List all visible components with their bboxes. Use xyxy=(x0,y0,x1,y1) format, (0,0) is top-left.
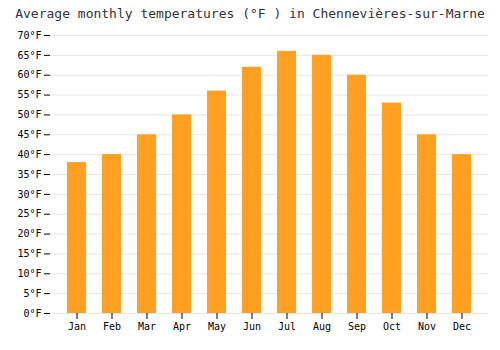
svg-text:25°F: 25°F xyxy=(17,208,41,219)
svg-text:50°F: 50°F xyxy=(17,109,41,120)
svg-text:Jan: Jan xyxy=(68,321,86,332)
svg-text:Feb: Feb xyxy=(103,321,121,332)
svg-text:Nov: Nov xyxy=(418,321,436,332)
svg-text:55°F: 55°F xyxy=(17,89,41,100)
svg-text:Jul: Jul xyxy=(278,321,296,332)
svg-text:10°F: 10°F xyxy=(17,268,41,279)
svg-text:Dec: Dec xyxy=(453,321,471,332)
svg-text:70°F: 70°F xyxy=(17,30,41,41)
svg-text:Oct: Oct xyxy=(383,321,401,332)
svg-text:May: May xyxy=(208,321,226,332)
svg-text:40°F: 40°F xyxy=(17,149,41,160)
svg-text:60°F: 60°F xyxy=(17,69,41,80)
html-text:Average monthly temperatures (: Average monthly temperatures (°F ) in Ch… xyxy=(15,6,485,21)
svg-text:Apr: Apr xyxy=(173,321,191,332)
svg-text:5°F: 5°F xyxy=(23,288,41,299)
svg-text:45°F: 45°F xyxy=(17,129,41,140)
svg-text:30°F: 30°F xyxy=(17,189,41,200)
svg-text:0°F: 0°F xyxy=(23,308,41,319)
svg-text:20°F: 20°F xyxy=(17,228,41,239)
svg-text:35°F: 35°F xyxy=(17,169,41,180)
svg-text:Aug: Aug xyxy=(313,321,331,332)
svg-text:65°F: 65°F xyxy=(17,50,41,61)
svg-text:Sep: Sep xyxy=(348,321,366,332)
svg-text:15°F: 15°F xyxy=(17,248,41,259)
svg-text:Jun: Jun xyxy=(243,321,261,332)
svg-text:Mar: Mar xyxy=(138,321,156,332)
